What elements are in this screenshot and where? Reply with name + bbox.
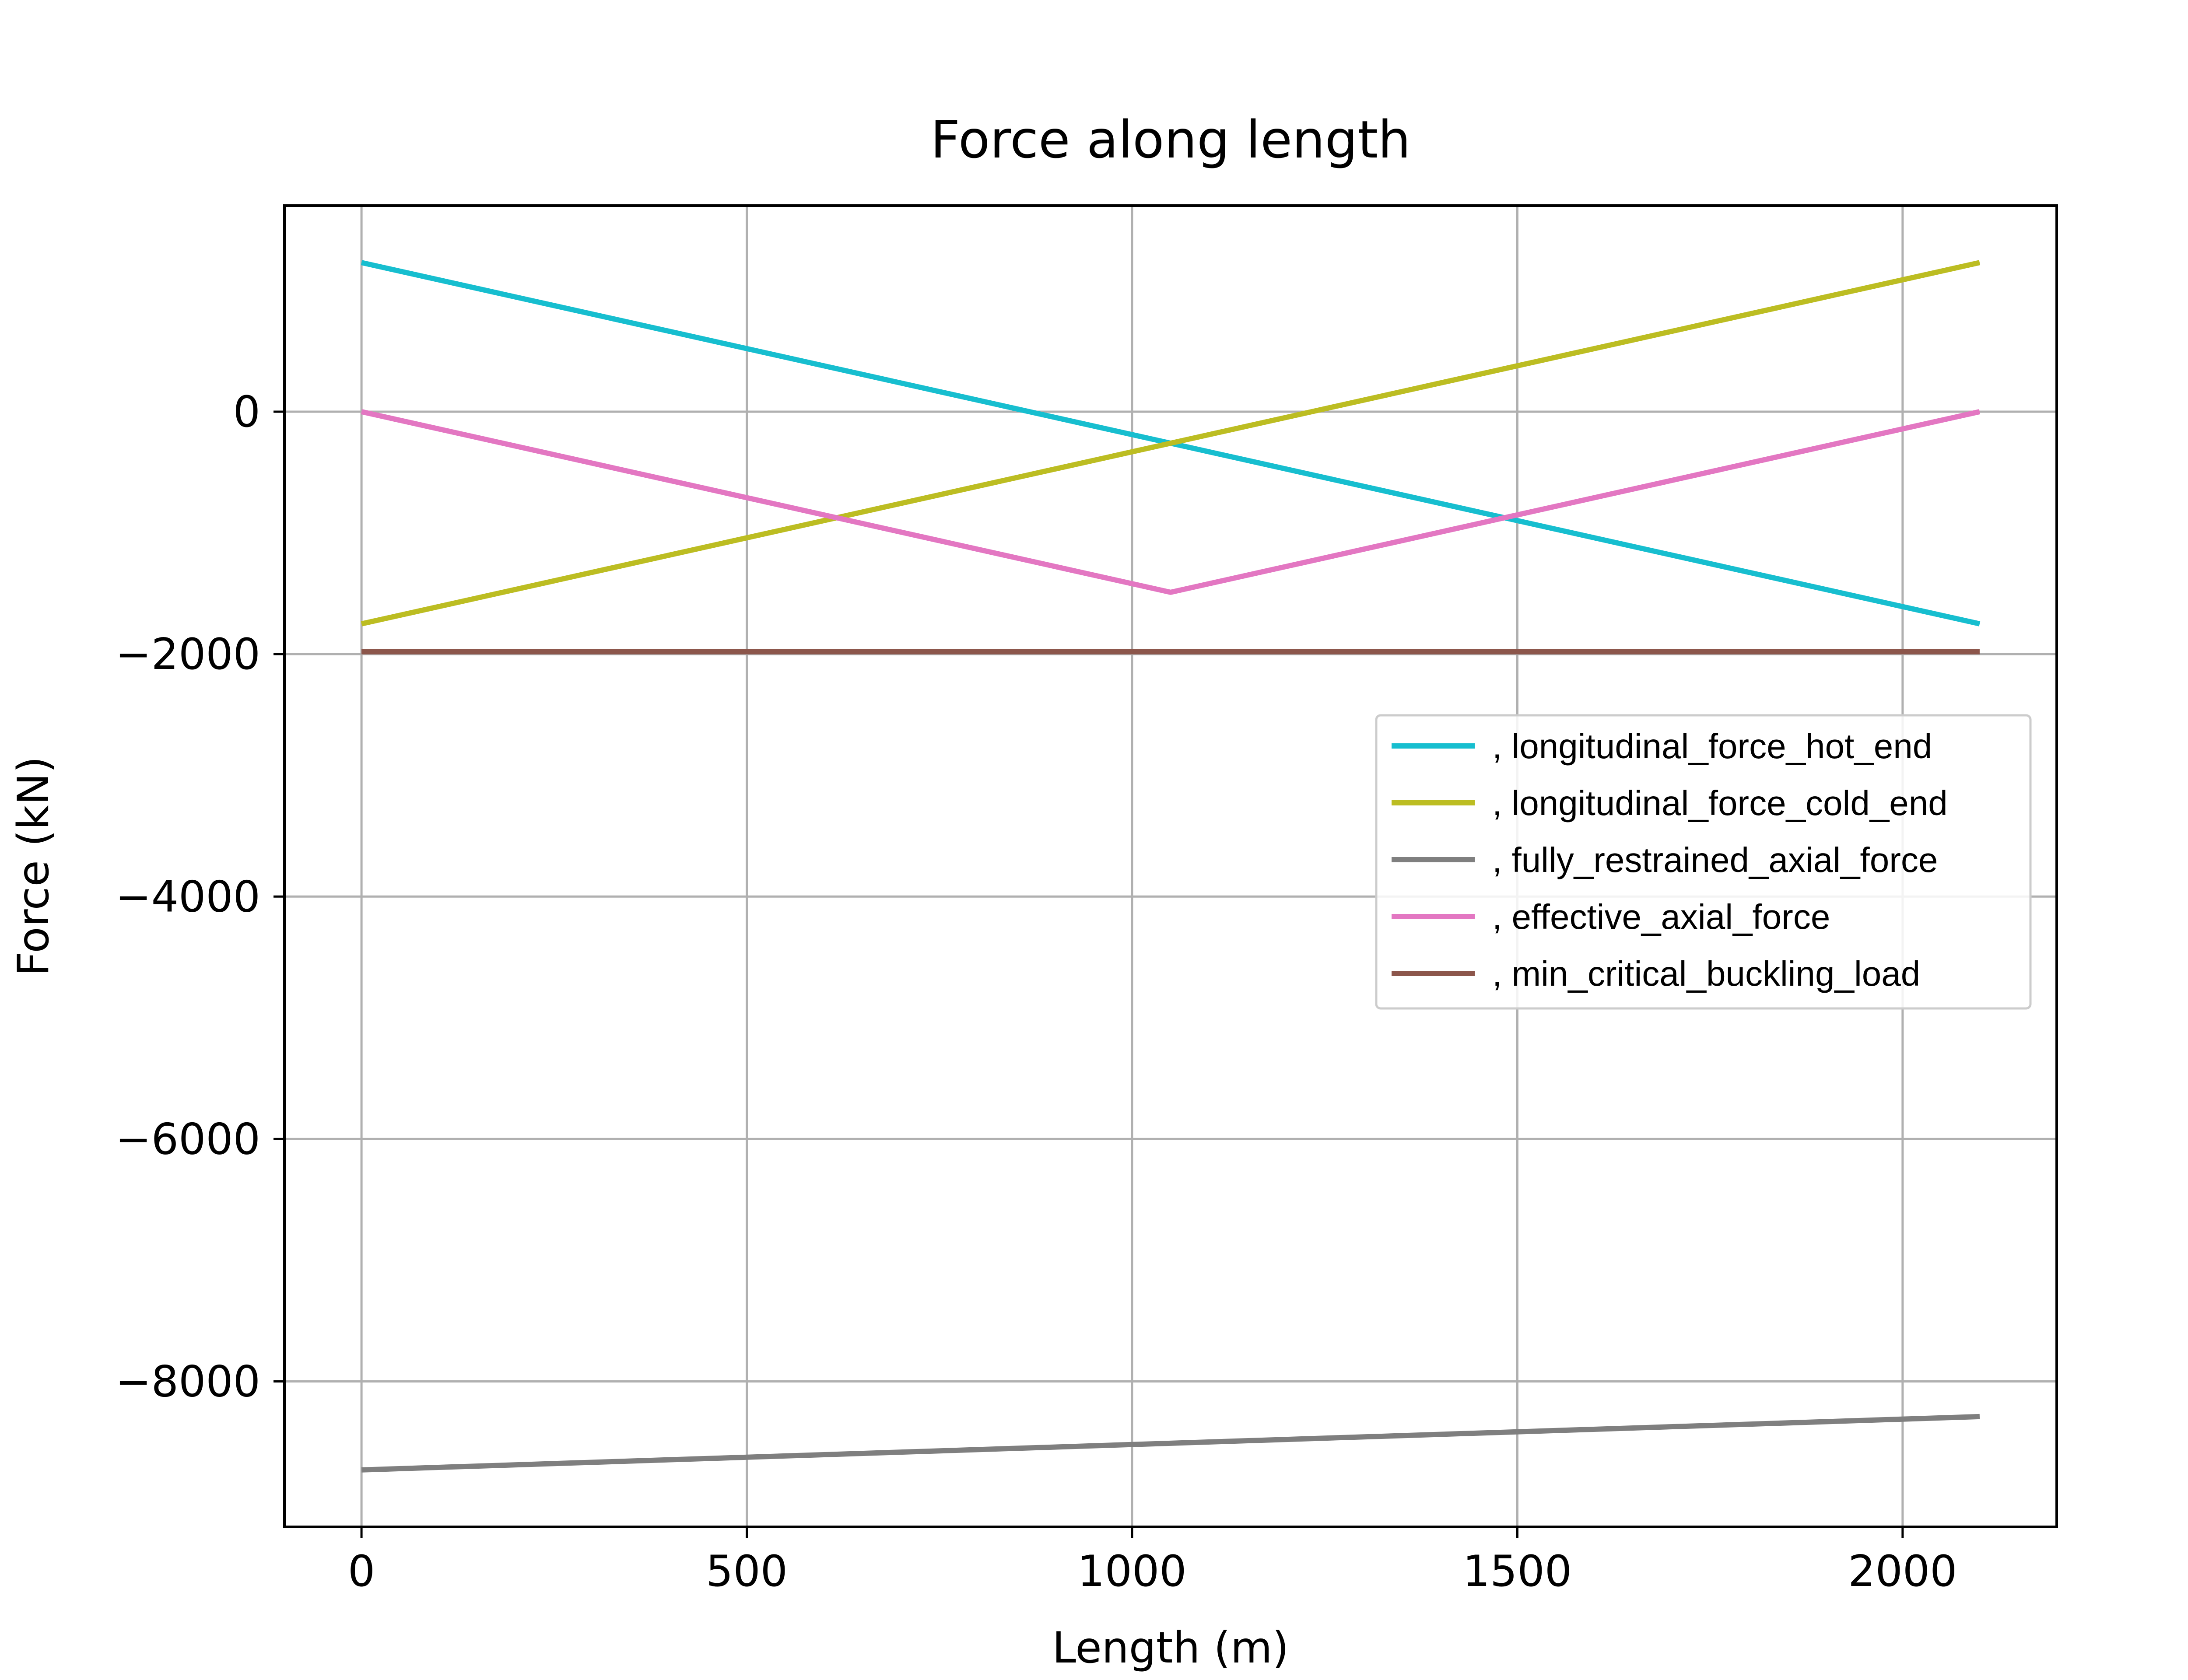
y-tick-label: 0: [233, 387, 260, 437]
x-tick-label: 500: [706, 1547, 788, 1596]
x-tick-label: 0: [348, 1547, 375, 1596]
series-line-2: [361, 260, 1981, 626]
legend: , longitudinal_force_hot_end , longitudin…: [1375, 714, 2032, 1010]
legend-label: , longitudinal_force_cold_end: [1492, 784, 1948, 822]
y-tick-label: −4000: [115, 872, 260, 922]
y-tick-label: −2000: [115, 630, 260, 679]
series-layer: [361, 260, 1981, 1473]
x-axis-label: Length (m): [1052, 1623, 1289, 1673]
series-line-4: [361, 409, 1981, 595]
y-tick-label: −8000: [115, 1357, 260, 1407]
x-tick-label: 1000: [1077, 1547, 1186, 1596]
tick-layer: 0 500 1000 1500 2000 0 −2000 −4000 −6000 −8000: [115, 387, 1957, 1596]
plot-frame: [283, 204, 2058, 1528]
legend-box: [1375, 714, 2032, 1010]
y-tick-label: −6000: [115, 1114, 260, 1164]
legend-label: , min_critical_buckling_load: [1492, 954, 1920, 993]
legend-label: , longitudinal_force_hot_end: [1492, 727, 1932, 766]
series-line-3: [361, 1414, 1980, 1473]
x-tick-label: 2000: [1848, 1547, 1957, 1596]
y-axis-label: Force (kN): [9, 756, 59, 976]
legend-label: , effective_axial_force: [1492, 897, 1830, 936]
legend-label: , fully_restrained_axial_force: [1492, 840, 1938, 879]
x-tick-label: 1500: [1463, 1547, 1572, 1596]
chart-title: Force along length: [930, 109, 1410, 170]
